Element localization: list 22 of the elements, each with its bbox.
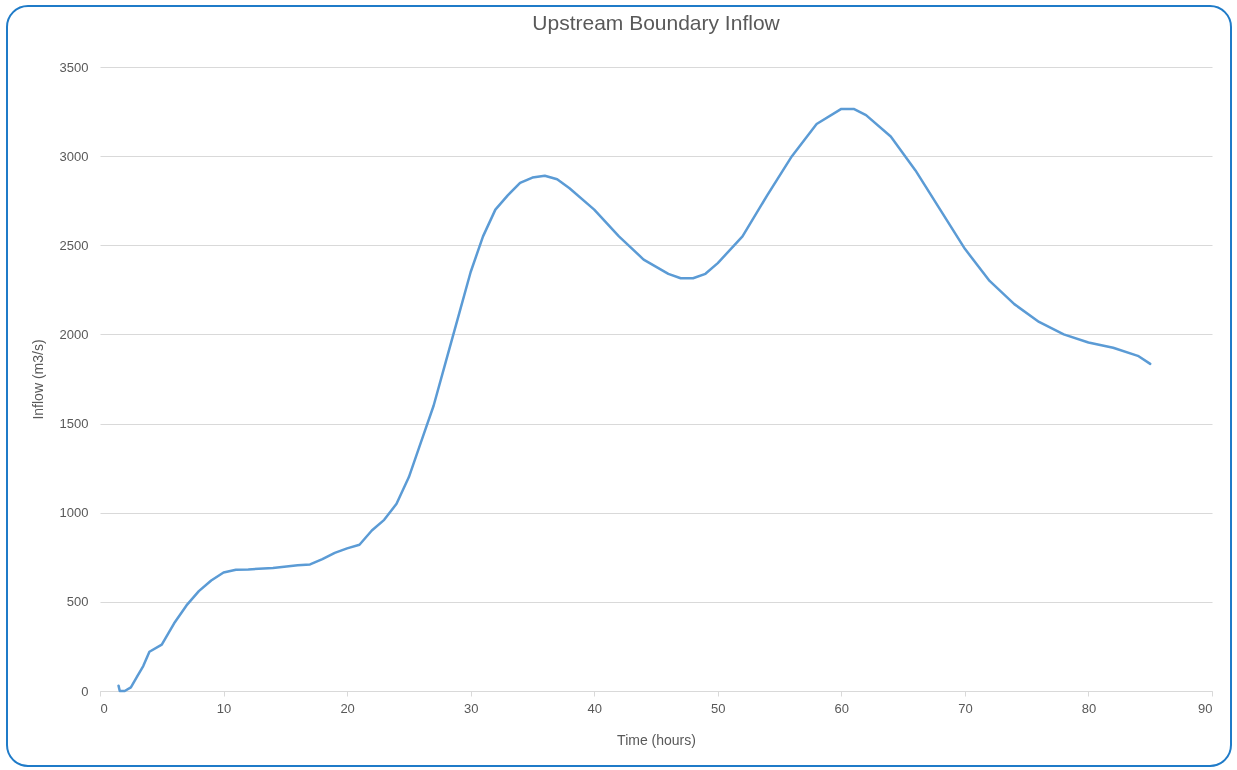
y-tick-label: 0: [81, 683, 89, 699]
x-tick-label: 80: [1081, 700, 1097, 716]
x-axis-title: Time (hours): [617, 731, 696, 748]
line-series: [117, 107, 1152, 693]
y-axis-title: Inflow (m3/s): [29, 339, 46, 420]
x-tick-label: 0: [100, 700, 108, 716]
y-tick-label: 3000: [59, 148, 89, 164]
x-tick-label: 60: [834, 700, 850, 716]
y-tick-label: 2500: [59, 237, 89, 253]
y-tick-label: 1500: [59, 416, 89, 432]
x-tick-label: 90: [1198, 700, 1213, 716]
y-tick-label: 2000: [59, 326, 89, 342]
x-tick-label: 70: [958, 700, 973, 716]
y-tick-label: 3500: [59, 59, 89, 75]
x-tick-label: 10: [216, 700, 232, 716]
chart-title: Upstream Boundary Inflow: [532, 11, 781, 34]
y-tick-label: 1000: [59, 505, 89, 521]
y-tick-label: 500: [66, 594, 89, 610]
x-tick-label: 50: [711, 700, 726, 716]
x-tick-label: 30: [463, 700, 479, 716]
x-tick-label: 40: [587, 700, 602, 716]
x-tick-label: 20: [340, 700, 355, 716]
